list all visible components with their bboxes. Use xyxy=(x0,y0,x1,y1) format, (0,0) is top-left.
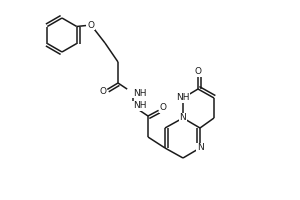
Text: O: O xyxy=(160,104,167,112)
Text: N: N xyxy=(180,114,186,122)
Text: O: O xyxy=(100,88,106,97)
Text: NH: NH xyxy=(176,94,190,102)
Text: NH: NH xyxy=(133,102,146,110)
Text: O: O xyxy=(194,68,202,76)
Text: N: N xyxy=(196,144,203,152)
Text: NH: NH xyxy=(133,88,146,98)
Text: O: O xyxy=(88,21,94,29)
